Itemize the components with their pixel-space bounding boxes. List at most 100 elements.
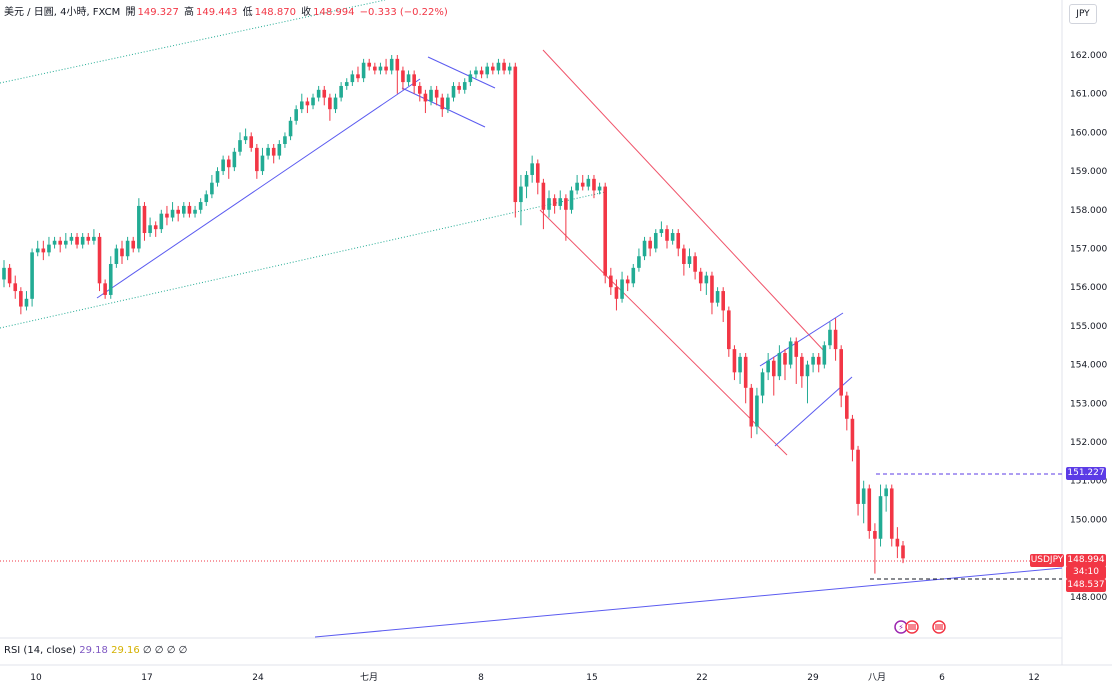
countdown-tag: 34:10 [1066, 566, 1106, 579]
candle-body [423, 93, 428, 102]
candle-body [580, 182, 585, 187]
candle-body [103, 283, 107, 295]
last-price-tag[interactable]: 148.994 [1066, 554, 1106, 567]
candle-body [839, 349, 843, 396]
candle-body [47, 244, 51, 253]
currency-button[interactable]: JPY [1069, 4, 1097, 24]
lower-dotted-trendline[interactable] [0, 191, 606, 329]
level-price-tag[interactable]: 151.227 [1066, 467, 1106, 480]
price-tick-label: 162.000 [1070, 51, 1107, 61]
low-label: 低 [242, 7, 253, 18]
candle-body [232, 151, 237, 168]
candle-body [131, 240, 136, 249]
candle-body [446, 97, 450, 110]
candle-body [13, 283, 18, 292]
candle-body [170, 209, 175, 218]
candle-body [715, 291, 720, 303]
candle-body [738, 356, 742, 373]
time-axis[interactable]: 10 17 24 七月 8 15 22 29 八月 6 12 [30, 672, 1039, 683]
candle-body [148, 225, 152, 234]
candle-body [333, 97, 338, 110]
candle-body [704, 275, 709, 284]
candle-body [861, 488, 866, 504]
price-tick-label: 155.000 [1070, 322, 1107, 332]
high-label: 高 [184, 7, 195, 18]
time-tick-label: 12 [1028, 673, 1039, 683]
candle-body [52, 240, 57, 245]
candle-body [491, 66, 495, 71]
candle-body [226, 159, 231, 168]
candle-body [7, 267, 12, 284]
candle-body [822, 345, 827, 365]
rsi-value: 29.18 [79, 645, 108, 656]
candle-body [24, 298, 29, 307]
uptrend-line[interactable] [96, 78, 421, 299]
channel-upper-line[interactable] [542, 49, 826, 353]
candle-body [682, 248, 686, 264]
time-tick-label: 6 [939, 673, 945, 683]
flag-upper-line[interactable] [427, 56, 496, 89]
candle-body [547, 198, 551, 210]
candle-body [283, 136, 287, 145]
price-tick-label: 157.000 [1070, 245, 1107, 255]
candle-body [417, 85, 422, 94]
candle-body [92, 236, 96, 241]
candle-body [721, 291, 725, 311]
candle-body [845, 395, 849, 419]
time-tick-label: 15 [586, 673, 597, 683]
time-tick-label: 24 [252, 673, 264, 683]
candle-body [749, 387, 754, 427]
candle-body [367, 62, 372, 67]
candle-body [535, 163, 540, 183]
candle-body [64, 240, 68, 245]
candle-body [530, 163, 534, 175]
time-tick-label: 10 [30, 673, 42, 683]
candle-body [889, 488, 894, 539]
price-axis[interactable]: 162.000 161.000 160.000 159.000 158.000 157.0… [1070, 51, 1107, 603]
candle-body [344, 82, 349, 86]
low-value: 148.870 [254, 7, 296, 18]
economic-event-icons[interactable]: ⚡ [894, 620, 946, 634]
candle-body [552, 198, 557, 206]
candle-body [305, 101, 310, 106]
candle-body [182, 205, 186, 214]
candle-body [856, 449, 860, 504]
symbol-tag[interactable]: USDJPY [1030, 554, 1064, 567]
candle-body [698, 271, 703, 284]
rsi-ma-value: 29.16 [111, 645, 140, 656]
time-tick-label: 七月 [360, 672, 378, 683]
candle-body [727, 310, 731, 350]
candle-body [187, 205, 192, 214]
candle-body [373, 66, 377, 71]
support-trendline[interactable] [314, 567, 1063, 638]
candle-body [339, 85, 343, 98]
candle-body [395, 58, 400, 71]
channel-lower-line[interactable] [539, 209, 788, 456]
low-level-price-tag[interactable]: 148.537 [1066, 579, 1106, 592]
rsi-legend[interactable]: RSI (14, close) 29.18 29.16 ∅ ∅ ∅ ∅ [4, 645, 187, 656]
close-value: 148.994 [313, 7, 355, 18]
candle-body [783, 352, 787, 365]
candle-body [777, 352, 782, 377]
candle-body [833, 329, 838, 350]
wedge-lower-line[interactable] [774, 376, 853, 447]
candle-body [215, 171, 220, 183]
candle-body [760, 372, 765, 396]
candle-body [384, 66, 388, 71]
price-tick-label: 151.000 [1070, 477, 1107, 487]
candle-body [299, 101, 304, 110]
candle-body [873, 531, 877, 539]
candle-body [255, 147, 259, 172]
price-tick-label: 153.000 [1070, 399, 1107, 409]
candle-body [271, 147, 276, 156]
symbol-description[interactable]: 美元 / 日圓, 4小時, FXCM [4, 7, 121, 18]
candle-body [592, 178, 596, 191]
candle-body [238, 140, 242, 152]
candle-body [603, 186, 608, 276]
candle-body [564, 198, 568, 210]
trend-drawings[interactable] [0, 0, 1063, 638]
ohlc-legend: 美元 / 日圓, 4小時, FXCM 開 149.327 高 149.443 低 14… [4, 3, 450, 18]
change-value: −0.333 (−0.22%) [359, 7, 448, 18]
candle-body [401, 70, 405, 83]
